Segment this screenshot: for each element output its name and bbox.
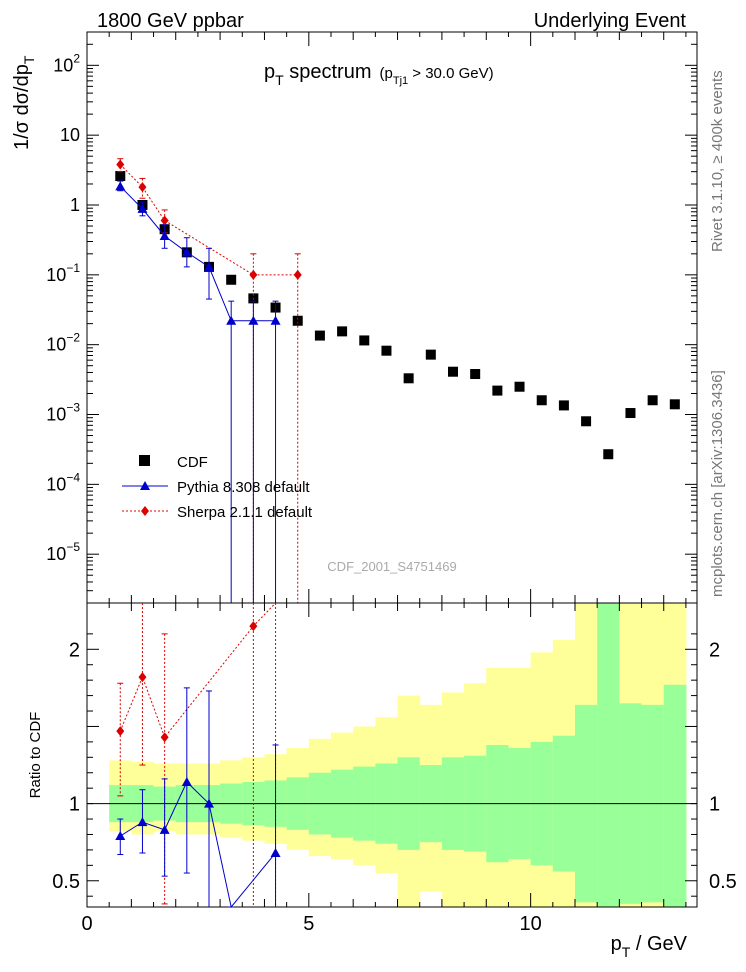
pythia-ratio-point: [181, 777, 192, 787]
data-point: [603, 449, 614, 460]
sherpa-ratio-point: [138, 672, 147, 683]
sherpa-ratio-point: [160, 732, 169, 743]
ratio-ytick-label: 2: [69, 639, 80, 661]
pythia-main-line: [119, 185, 276, 322]
sherpa-main-point: [160, 215, 169, 226]
xtick-label: 0: [81, 913, 92, 935]
rivet-label: Rivet 3.1.10, ≥ 400k events: [709, 70, 726, 252]
data-point: [558, 400, 569, 411]
ratio-ytick-label-right: 1: [709, 794, 720, 816]
pythia-main-point: [137, 203, 148, 213]
main-ytick-label: 10−2: [46, 331, 80, 355]
legend-label-pythia: Pythia 8.308 default: [177, 479, 310, 496]
legend-marker-sherpa: [141, 506, 149, 516]
mcplots-label: mcplots.cern.ch [arXiv:1306.3436]: [709, 370, 726, 597]
data-point: [425, 349, 436, 360]
data-point: [403, 373, 414, 384]
sherpa-ratio-point: [116, 726, 125, 737]
xtick-label: 5: [303, 913, 314, 935]
data-point: [669, 399, 680, 410]
header-left: 1800 GeV ppbar: [97, 10, 244, 32]
ratio-frame: [86, 602, 698, 908]
legend-marker-pythia: [140, 481, 150, 490]
main-ytick-label: 10−4: [46, 470, 80, 494]
xlabel: pT / GeV: [611, 933, 688, 960]
pythia-main-point: [248, 315, 259, 325]
main-ytick-label: 10: [60, 125, 80, 145]
header-right: Underlying Event: [534, 10, 687, 32]
ratio-ytick-label: 0.5: [52, 871, 80, 893]
sherpa-main-point: [293, 269, 302, 280]
pythia-main-point: [226, 315, 237, 325]
main-ytick-label: 10−1: [46, 261, 80, 285]
main-ytick-label: 10−3: [46, 401, 80, 425]
sherpa-main-point: [249, 269, 258, 280]
main-ytick-label: 102: [53, 51, 80, 75]
ratio-band-inner: [597, 603, 620, 907]
legend-label-sherpa: Sherpa 2.1.1 default: [177, 504, 313, 521]
ratio-panel: 0 5 10 0.5 0.5 1 1 2 2: [52, 602, 737, 935]
sherpa-main-line: [119, 164, 298, 276]
main-ytick-label: 1: [70, 195, 80, 215]
data-point: [492, 385, 503, 396]
pythia-main-point: [115, 181, 126, 191]
main-ylabel: 1/σ dσ/dpT: [11, 55, 37, 150]
data-point: [226, 274, 237, 285]
pythia-main-point: [270, 315, 281, 325]
data-point: [337, 326, 348, 337]
main-ytick-label: 10−5: [46, 540, 80, 564]
legend-marker-data: [139, 455, 150, 466]
pythia-ratio-point: [159, 824, 170, 834]
data-point: [314, 330, 325, 341]
ratio-ytick-label: 1: [69, 794, 80, 816]
ratio-ytick-label-right: 2: [709, 639, 720, 661]
pythia-main-point: [204, 261, 214, 271]
ratio-ylabel: Ratio to CDF: [27, 712, 44, 799]
data-point: [115, 171, 126, 182]
data-point: [448, 366, 458, 377]
xtick-label: 10: [520, 913, 542, 935]
legend-label-data: CDF: [177, 454, 208, 471]
pythia-ratio-point: [204, 798, 214, 808]
data-point: [381, 345, 392, 356]
data-point: [359, 335, 370, 346]
data-point: [514, 381, 525, 392]
pythia-ratio-point: [115, 831, 126, 841]
pythia-ratio-point: [137, 817, 148, 827]
data-point: [647, 395, 658, 406]
ratio-band-inner: [663, 684, 687, 907]
pythia-main-point: [159, 230, 170, 240]
main-title: pT spectrum (pTj1 > 30.0 GeV): [264, 61, 494, 88]
sherpa-ratio-point: [249, 621, 258, 632]
data-point: [292, 315, 303, 326]
data-point: [470, 369, 481, 380]
data-point: [581, 416, 592, 427]
data-point: [625, 408, 636, 419]
main-panel: 102 10 1 10−1 10−2 10−3 10−4 10−5: [46, 31, 698, 604]
pythia-ratio-point: [270, 847, 281, 857]
watermark: CDF_2001_S4751469: [327, 559, 456, 574]
sherpa-main-point: [116, 159, 125, 170]
pythia-main-point: [181, 247, 192, 257]
sherpa-main-point: [138, 182, 147, 193]
ratio-ytick-label-right: 0.5: [709, 871, 737, 893]
legend: CDF Pythia 8.308 default Sherpa 2.1.1 de…: [122, 454, 313, 521]
data-point: [536, 395, 547, 406]
